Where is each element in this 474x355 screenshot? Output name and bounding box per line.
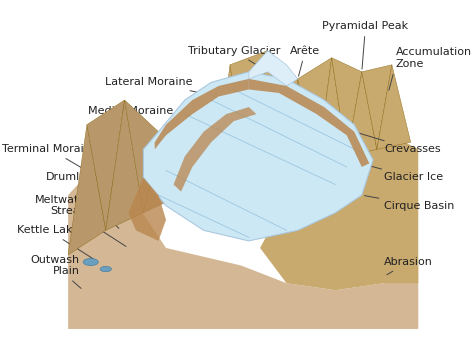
Polygon shape	[215, 149, 249, 206]
Text: Crevasses: Crevasses	[357, 132, 441, 154]
Polygon shape	[286, 79, 317, 185]
Polygon shape	[173, 107, 256, 192]
Text: Outwash
Plain: Outwash Plain	[30, 255, 81, 288]
Text: Tributary Glacier: Tributary Glacier	[188, 46, 280, 70]
Polygon shape	[332, 58, 362, 156]
Polygon shape	[249, 79, 369, 167]
Polygon shape	[317, 58, 346, 170]
Polygon shape	[68, 125, 106, 255]
Polygon shape	[144, 135, 181, 213]
Polygon shape	[106, 100, 144, 230]
Polygon shape	[128, 178, 166, 241]
Text: Terminal Moraine: Terminal Moraine	[2, 144, 137, 201]
Polygon shape	[211, 65, 249, 213]
Ellipse shape	[100, 267, 111, 272]
Text: Meltwater
Stream: Meltwater Stream	[35, 195, 126, 246]
Polygon shape	[230, 51, 268, 195]
Polygon shape	[268, 51, 298, 185]
Text: Accumulation
Zone: Accumulation Zone	[396, 47, 472, 69]
Polygon shape	[162, 114, 196, 195]
Polygon shape	[377, 65, 411, 149]
Polygon shape	[346, 72, 377, 156]
Text: Glacier Ice: Glacier Ice	[349, 160, 444, 182]
Polygon shape	[298, 58, 332, 170]
Ellipse shape	[83, 258, 98, 266]
Polygon shape	[260, 107, 418, 290]
Text: Cirque Basin: Cirque Basin	[365, 196, 455, 211]
Polygon shape	[249, 51, 298, 86]
Text: Arête: Arête	[290, 46, 320, 76]
Polygon shape	[196, 114, 234, 206]
Polygon shape	[144, 72, 373, 241]
Polygon shape	[155, 79, 249, 149]
Text: Medial Moraine: Medial Moraine	[88, 105, 223, 121]
Text: Pyramidal Peak: Pyramidal Peak	[322, 21, 409, 69]
Polygon shape	[249, 51, 286, 195]
Polygon shape	[68, 170, 418, 329]
Text: Drumlin: Drumlin	[46, 173, 119, 228]
Polygon shape	[125, 100, 162, 213]
Polygon shape	[87, 100, 125, 230]
Text: Abrasion: Abrasion	[384, 257, 433, 275]
Text: Lateral Moraine: Lateral Moraine	[105, 77, 216, 96]
Text: Kettle Lake: Kettle Lake	[18, 225, 96, 261]
Polygon shape	[362, 65, 392, 149]
Polygon shape	[181, 114, 215, 206]
